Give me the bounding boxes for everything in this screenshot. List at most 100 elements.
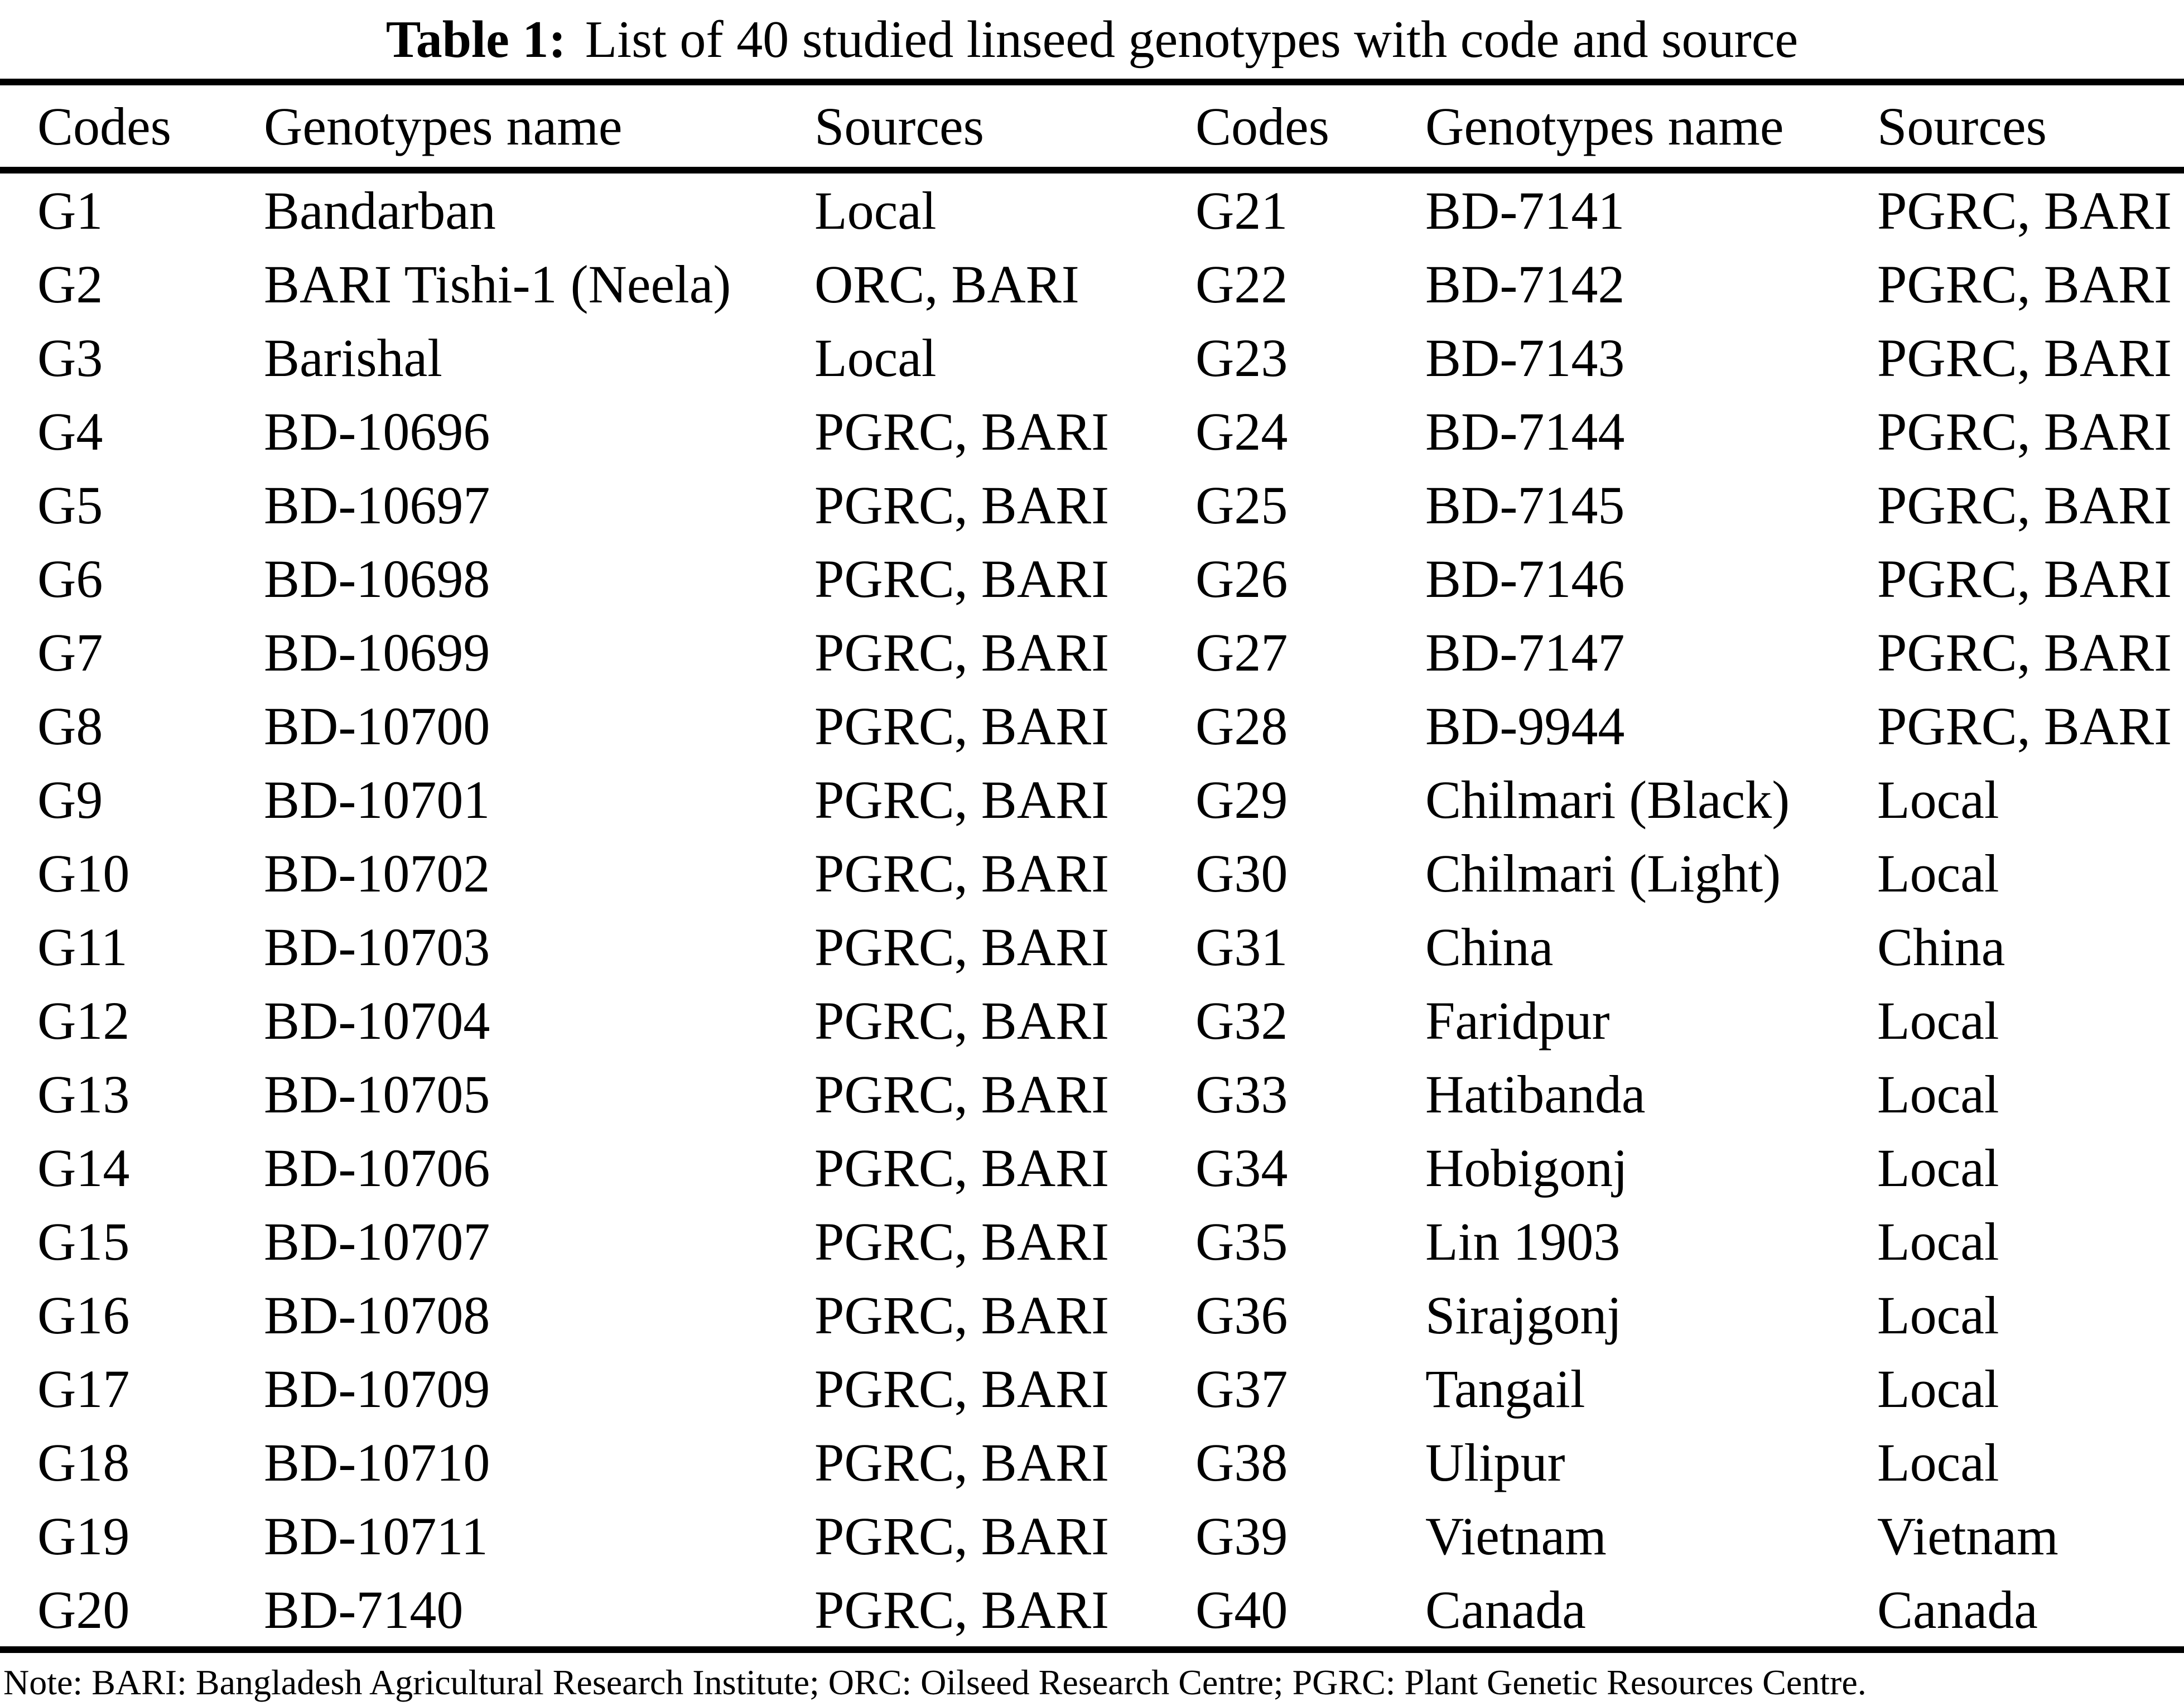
code-cell: G18 xyxy=(37,1432,130,1492)
source-cell: PGRC, BARI xyxy=(814,1506,1110,1566)
code-cell: G5 xyxy=(37,475,103,535)
table-row: G13 BD-10705 PGRC, BARI G33 Hatibanda Local xyxy=(0,1057,2184,1131)
code-cell: G29 xyxy=(1195,769,1288,830)
source-cell: PGRC, BARI xyxy=(814,1358,1110,1419)
code-cell: G28 xyxy=(1195,696,1288,756)
genotype-name-cell: Bandarban xyxy=(264,180,496,240)
source-cell: PGRC, BARI xyxy=(814,622,1110,682)
source-cell: PGRC, BARI xyxy=(1877,475,2172,535)
genotype-name-cell: Tangail xyxy=(1425,1358,1585,1419)
table-row: G5 BD-10697 PGRC, BARI G25 BD-7145 PGRC, BARI xyxy=(0,468,2184,542)
table-header: Codes Genotypes name Sources Codes Genot… xyxy=(0,82,2184,174)
table-row: G9 BD-10701 PGRC, BARI G29 Chilmari (Black) L… xyxy=(0,763,2184,836)
source-cell: PGRC, BARI xyxy=(814,1285,1110,1345)
source-cell: PGRC, BARI xyxy=(1877,548,2172,609)
source-cell: PGRC, BARI xyxy=(814,1432,1110,1492)
code-cell: G6 xyxy=(37,548,103,609)
table-row: G20 BD-7140 PGRC, BARI G40 Canada Canada xyxy=(0,1573,2184,1650)
header-sources-right: Sources xyxy=(1877,82,2184,174)
source-cell: ORC, BARI xyxy=(814,254,1079,314)
code-cell: G23 xyxy=(1195,327,1288,388)
source-cell: Local xyxy=(1877,1432,1999,1492)
code-cell: G19 xyxy=(37,1506,130,1566)
table-caption: Table 1: List of 40 studied linseed geno… xyxy=(0,0,2184,79)
code-cell: G1 xyxy=(37,180,103,240)
genotype-name-cell: Vietnam xyxy=(1425,1506,1607,1566)
genotype-name-cell: Barishal xyxy=(264,327,442,388)
genotype-name-cell: BD-10710 xyxy=(264,1432,490,1492)
genotype-name-cell: BD-10701 xyxy=(264,769,490,830)
code-cell: G4 xyxy=(37,401,103,461)
code-cell: G36 xyxy=(1195,1285,1288,1345)
source-cell: PGRC, BARI xyxy=(1877,622,2172,682)
code-cell: G27 xyxy=(1195,622,1288,682)
table-row: G1 Bandarban Local G21 BD-7141 PGRC, BARI xyxy=(0,170,2184,247)
source-cell: Local xyxy=(1877,1064,1999,1124)
source-cell: Local xyxy=(1877,1211,1999,1271)
code-cell: G8 xyxy=(37,696,103,756)
source-cell: PGRC, BARI xyxy=(814,843,1110,903)
code-cell: G31 xyxy=(1195,917,1288,977)
genotype-name-cell: BD-10702 xyxy=(264,843,490,903)
source-cell: Local xyxy=(1877,1358,1999,1419)
table-row: G3 Barishal Local G23 BD-7143 PGRC, BARI xyxy=(0,321,2184,394)
code-cell: G15 xyxy=(37,1211,130,1271)
genotype-name-cell: BD-7143 xyxy=(1425,327,1625,388)
table-footnote: Note: BARI: Bangladesh Agricultural Rese… xyxy=(3,1662,1867,1702)
genotype-name-cell: BD-10697 xyxy=(264,475,490,535)
code-cell: G37 xyxy=(1195,1358,1288,1419)
genotype-name-cell: Faridpur xyxy=(1425,990,1610,1050)
genotype-name-cell: Canada xyxy=(1425,1579,1586,1640)
genotype-name-cell: BD-7144 xyxy=(1425,401,1625,461)
code-cell: G14 xyxy=(37,1138,130,1198)
source-cell: Vietnam xyxy=(1877,1506,2058,1566)
table-row: G15 BD-10707 PGRC, BARI G35 Lin 1903 Local xyxy=(0,1204,2184,1278)
source-cell: Local xyxy=(814,327,937,388)
genotype-name-cell: China xyxy=(1425,917,1554,977)
code-cell: G3 xyxy=(37,327,103,388)
source-cell: Local xyxy=(1877,1138,1999,1198)
table-caption-label: Table 1: xyxy=(385,10,566,69)
source-cell: PGRC, BARI xyxy=(814,401,1110,461)
source-cell: PGRC, BARI xyxy=(814,696,1110,756)
source-cell: Local xyxy=(1877,843,1999,903)
code-cell: G20 xyxy=(37,1579,130,1640)
genotype-name-cell: Lin 1903 xyxy=(1425,1211,1621,1271)
code-cell: G17 xyxy=(37,1358,130,1419)
code-cell: G22 xyxy=(1195,254,1288,314)
code-cell: G21 xyxy=(1195,180,1288,240)
genotype-name-cell: Chilmari (Light) xyxy=(1425,843,1781,903)
genotype-name-cell: BD-10711 xyxy=(264,1506,488,1566)
source-cell: PGRC, BARI xyxy=(814,475,1110,535)
genotype-name-cell: BD-7147 xyxy=(1425,622,1625,682)
genotype-name-cell: BD-10705 xyxy=(264,1064,490,1124)
genotype-name-cell: BARI Tishi-1 (Neela) xyxy=(264,254,731,314)
code-cell: G24 xyxy=(1195,401,1288,461)
genotype-name-cell: BD-7140 xyxy=(264,1579,464,1640)
code-cell: G33 xyxy=(1195,1064,1288,1124)
header-genotypes-name-right: Genotypes name xyxy=(1425,82,1877,174)
table-row: G17 BD-10709 PGRC, BARI G37 Tangail Local xyxy=(0,1352,2184,1425)
source-cell: Local xyxy=(1877,1285,1999,1345)
source-cell: PGRC, BARI xyxy=(814,769,1110,830)
code-cell: G12 xyxy=(37,990,130,1050)
source-cell: PGRC, BARI xyxy=(1877,254,2172,314)
code-cell: G38 xyxy=(1195,1432,1288,1492)
source-cell: PGRC, BARI xyxy=(814,990,1110,1050)
source-cell: PGRC, BARI xyxy=(814,1211,1110,1271)
table-caption-text: List of 40 studied linseed genotypes wit… xyxy=(585,10,1799,69)
table-row: G16 BD-10708 PGRC, BARI G36 Sirajgonj Local xyxy=(0,1278,2184,1352)
code-cell: G30 xyxy=(1195,843,1288,903)
table-row: G6 BD-10698 PGRC, BARI G26 BD-7146 PGRC, BARI xyxy=(0,542,2184,615)
source-cell: Local xyxy=(814,180,937,240)
header-row: Codes Genotypes name Sources Codes Genot… xyxy=(0,82,2184,174)
genotype-name-cell: BD-10703 xyxy=(264,917,490,977)
source-cell: PGRC, BARI xyxy=(814,548,1110,609)
table-row: G19 BD-10711 PGRC, BARI G39 Vietnam Vietnam xyxy=(0,1499,2184,1573)
table-row: G11 BD-10703 PGRC, BARI G31 China China xyxy=(0,910,2184,984)
code-cell: G16 xyxy=(37,1285,130,1345)
source-cell: PGRC, BARI xyxy=(814,1138,1110,1198)
genotype-table: Codes Genotypes name Sources Codes Genot… xyxy=(0,79,2184,1653)
source-cell: China xyxy=(1877,917,2005,977)
